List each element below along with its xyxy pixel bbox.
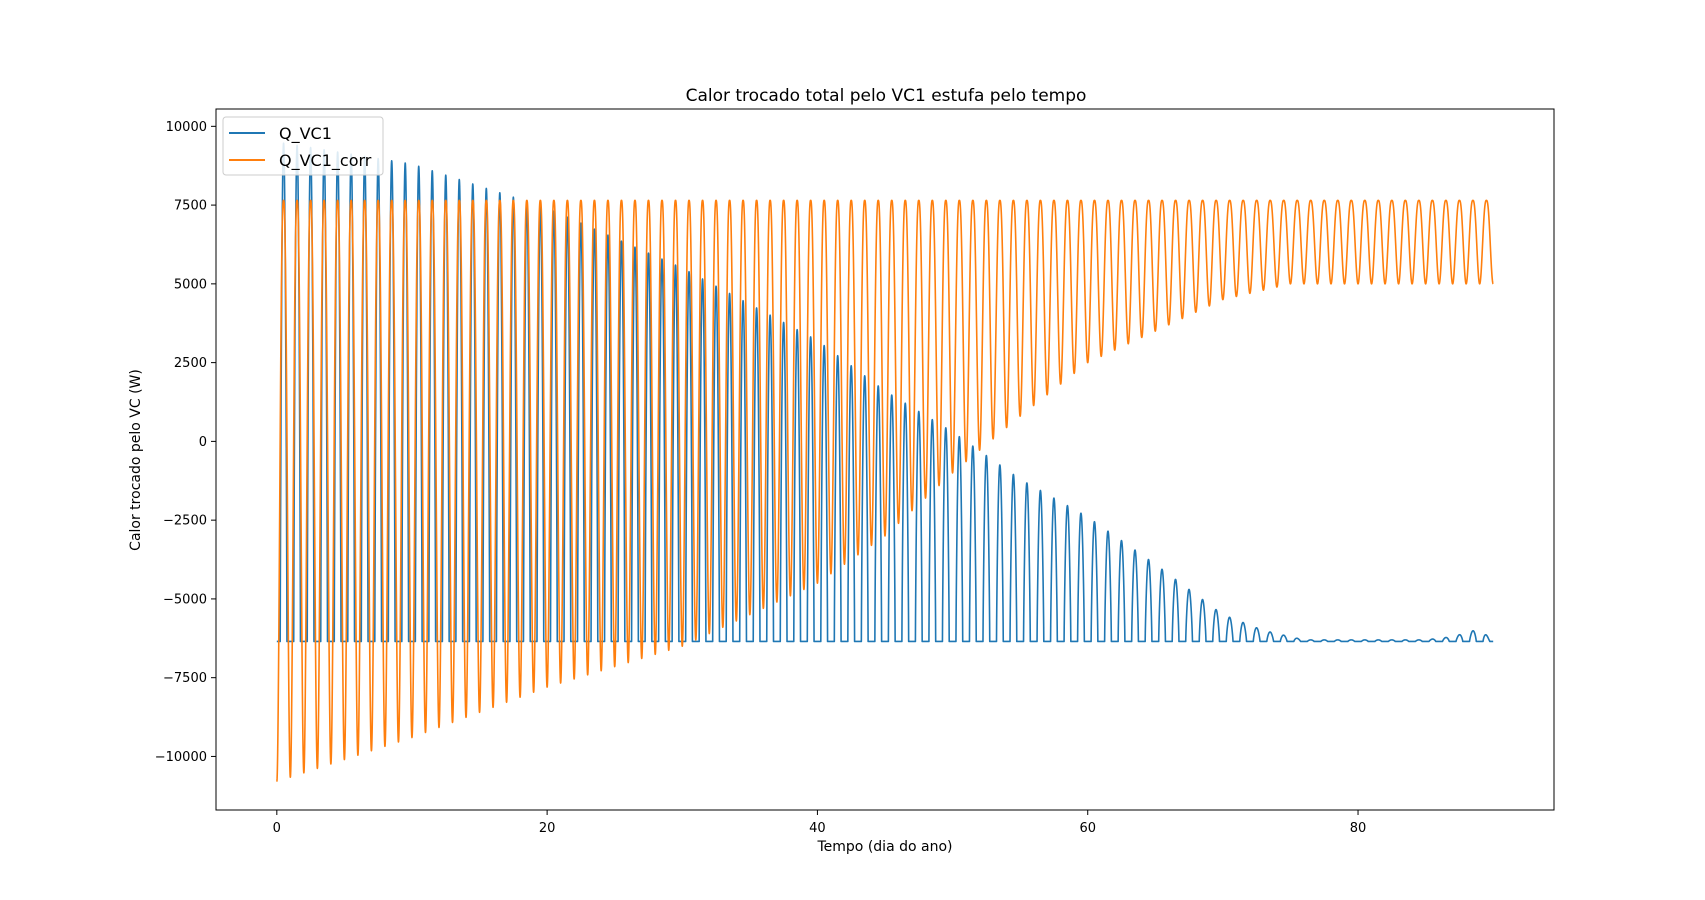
y-tick-label: 5000 bbox=[174, 277, 207, 292]
x-tick-label: 0 bbox=[273, 821, 281, 836]
x-tick-label: 80 bbox=[1350, 821, 1367, 836]
x-axis: 0 20 40 60 80 bbox=[273, 810, 1367, 836]
legend-label-q-vc1: Q_VC1 bbox=[279, 124, 332, 144]
y-tick-label: 2500 bbox=[174, 356, 207, 371]
y-tick-label: −2500 bbox=[163, 514, 207, 529]
series-line-q-vc1-corr bbox=[276, 199, 1494, 782]
x-axis-label: Tempo (dia do ano) bbox=[817, 839, 953, 855]
legend-label-q-vc1-corr: Q_VC1_corr bbox=[279, 151, 372, 171]
y-tick-label: −7500 bbox=[163, 671, 207, 686]
legend: Q_VC1 Q_VC1_corr bbox=[222, 116, 384, 176]
y-tick-label: 7500 bbox=[174, 199, 207, 214]
y-tick-label: −10000 bbox=[155, 750, 207, 765]
y-tick-label: 10000 bbox=[166, 120, 207, 135]
y-axis-label: Calor trocado pelo VC (W) bbox=[128, 369, 144, 551]
x-tick-label: 20 bbox=[539, 821, 556, 836]
y-tick-label: 0 bbox=[199, 435, 207, 450]
x-tick-label: 60 bbox=[1079, 821, 1096, 836]
y-axis: −10000 −7500 −5000 −2500 0 2500 5000 7500 10000 bbox=[155, 120, 216, 765]
y-tick-label: −5000 bbox=[163, 592, 207, 607]
x-tick-label: 40 bbox=[809, 821, 826, 836]
plot-frame bbox=[215, 108, 1555, 811]
plot-area bbox=[215, 108, 1555, 811]
series-line-q-vc1 bbox=[276, 142, 1494, 643]
series-layer bbox=[276, 142, 1494, 782]
chart-title: Calor trocado total pelo VC1 estufa pelo… bbox=[686, 86, 1087, 106]
